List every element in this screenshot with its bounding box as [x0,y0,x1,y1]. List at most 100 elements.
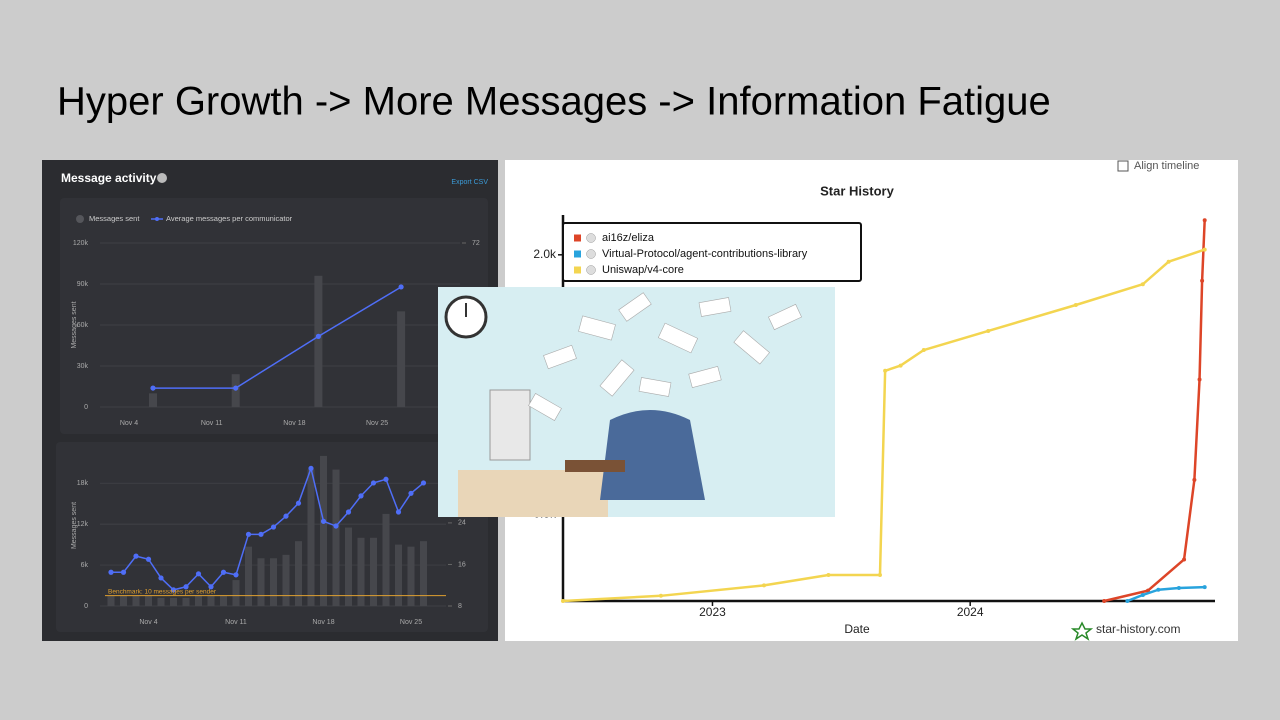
point [1102,599,1107,603]
point [1182,557,1187,562]
point [320,518,327,524]
checkbox-label: Align timeline [1134,160,1199,172]
point [208,584,214,590]
legend-swatch [574,250,581,258]
card [56,442,488,632]
bar [270,558,277,606]
slide-title: Hyper Growth -> More Messages -> Informa… [57,80,1051,124]
bar [314,275,323,407]
point [145,556,152,562]
bar [307,469,315,606]
point [395,509,402,515]
legend-swatch [155,217,159,221]
point [315,333,321,339]
x-tick-label: Nov 4 [120,420,138,427]
bar [107,595,115,606]
point [762,583,767,588]
x-tick-label: Nov 11 [201,420,223,427]
legend-label: Uniswap/v4-core [602,264,684,276]
bar [320,455,327,606]
bar [357,537,365,606]
point [270,524,277,530]
bar [132,595,140,606]
point [398,284,404,290]
y2-tick-label: 8 [458,603,462,610]
y-tick-label: 18k [77,480,89,487]
point [1202,585,1207,590]
point [195,571,202,577]
point [1140,592,1145,597]
bar [207,595,215,606]
legend-label: ai16z/eliza [602,232,655,244]
y2-tick-label: 24 [458,520,466,527]
point [658,593,663,598]
point [1200,278,1205,283]
legend-box [562,222,862,282]
series-line [111,465,424,591]
bar [395,544,402,606]
bar [170,597,177,606]
legend-swatch [574,266,581,274]
point [108,569,114,575]
point [358,493,364,499]
point [220,569,227,575]
y-tick-label: 60k [77,322,89,329]
point [150,385,156,391]
x-tick-label: Nov 25 [400,619,422,626]
series-line [153,286,402,389]
bar [120,595,127,606]
point [308,465,314,471]
y-tick-label: 90k [77,281,89,288]
legend-label: Average messages per communicator [166,214,293,223]
bar [407,546,415,606]
export-button[interactable]: Export CSV [451,179,488,186]
y-tick-label: 2.0k [533,247,557,261]
point [120,569,127,575]
y2-tick-label: 16 [458,561,466,568]
point [408,490,414,496]
point [333,523,339,529]
bar [345,527,352,606]
arms [565,460,625,472]
y-tick-label: 0 [84,404,88,411]
bar [382,513,390,606]
bar [232,580,240,606]
card [60,198,488,434]
x-tick-label: Nov 18 [283,420,305,427]
point [233,572,239,578]
legend-avatar [586,249,596,259]
point [233,385,239,391]
point [420,480,427,486]
x-tick-label: Nov 18 [312,619,334,626]
bar [257,558,265,606]
bar [245,546,252,606]
bar [149,393,157,407]
point [1156,587,1161,592]
point [1176,586,1181,591]
legend-swatch [574,234,581,242]
bar [157,597,165,606]
legend-avatar [586,233,596,243]
point [561,599,565,603]
bar [332,469,340,606]
x-axis-label: Date [844,622,870,636]
bar [220,595,227,606]
bar [145,595,152,606]
bar [420,541,427,606]
x-tick-label: Nov 4 [139,619,157,626]
point [1166,259,1171,264]
checkbox[interactable] [1117,160,1129,172]
y-tick-label: 0 [84,603,88,610]
x-tick-label: Nov 25 [366,420,388,427]
y-axis-label: Messages sent [71,301,78,348]
legend-label: Virtual-Protocol/agent-contributions-lib… [602,248,808,260]
y-tick-label: 120k [73,240,89,247]
point [1073,303,1078,308]
watermark: star-history.com [1096,622,1180,636]
point [883,368,888,373]
x-tick-label: Nov 11 [225,619,247,626]
x-tick-label: 2023 [699,605,726,619]
point [1192,477,1197,482]
benchmark-label: Benchmark: 10 messages per sender [108,588,217,595]
